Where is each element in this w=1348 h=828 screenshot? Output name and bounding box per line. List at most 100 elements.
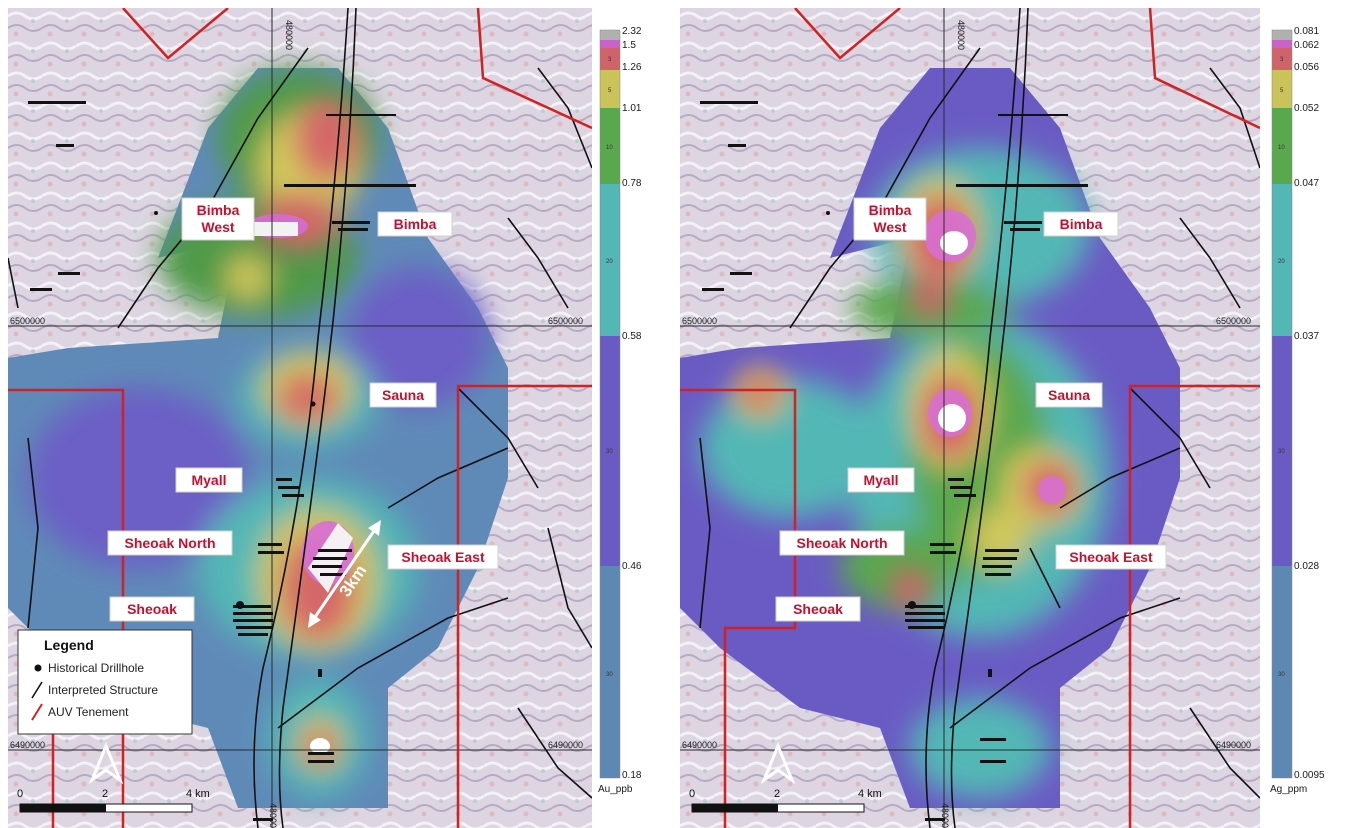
- easting-label-bottom: 480000: [268, 803, 278, 828]
- north-arrow-icon: [88, 742, 124, 785]
- ag-cb-label-4: 0.047: [1294, 178, 1319, 189]
- easting-label-bottom: 480000: [940, 803, 950, 828]
- prospect-bimba: Bimba: [377, 211, 453, 237]
- tenement-symbol: [31, 703, 43, 721]
- svg-text:Sheoak East: Sheoak East: [401, 549, 485, 565]
- northing-lower-label-right: 6490000: [548, 740, 583, 750]
- scale-tick-4: 4 km: [858, 788, 882, 800]
- northing-upper-label-right: 6500000: [548, 316, 583, 326]
- ag-colorbar: 0.081 0.062 0.056 0.052 0.047 0.037 0.02…: [1270, 26, 1325, 795]
- au-cb-pct-2: 10: [606, 145, 613, 151]
- drillhole-symbol: [34, 664, 42, 672]
- prospect-bimba: Bimba: [1043, 211, 1119, 237]
- scale-tick-2: 2: [774, 788, 780, 800]
- scale-tick-4: 4 km: [186, 788, 210, 800]
- ag-cb-pct-1: 5: [1280, 88, 1284, 94]
- au-cb-label-3: 1.01: [622, 103, 642, 114]
- historical-drillholes: [28, 101, 416, 821]
- ag-cb-label-0: 0.081: [1294, 26, 1319, 37]
- au-cb-label-4: 0.78: [622, 178, 642, 189]
- prospect-sheoak: Sheoak: [109, 596, 195, 622]
- ag-cb-label-2: 0.056: [1294, 62, 1319, 73]
- svg-text:Bimba: Bimba: [1060, 216, 1103, 232]
- ag-cb-pct-0: 3: [1280, 57, 1284, 63]
- au-cb-label-2: 1.26: [622, 62, 642, 73]
- svg-text:Myall: Myall: [863, 472, 898, 488]
- easting-label-top: 480000: [956, 20, 966, 50]
- structure-symbol: [31, 681, 43, 699]
- au-cb-label-0: 2.32: [622, 26, 642, 37]
- prospect-sheoak: Sheoak: [775, 596, 861, 622]
- au-cb-pct-0: 3: [608, 57, 612, 63]
- ag-cb-pct-3: 20: [1278, 259, 1285, 265]
- scale-tick-0: 0: [689, 788, 695, 800]
- au-cb-pct-5: 30: [606, 672, 613, 678]
- auv-tenement-boundaries: [680, 8, 1260, 828]
- northing-upper-label-right: 6500000: [1216, 316, 1251, 326]
- prospect-labels: Bimba West Bimba Sauna Myall Sheoak North: [107, 197, 499, 622]
- ag-map: 480000 480000 6500000 6500000 6490000 64…: [680, 8, 1325, 828]
- prospect-sheoak-east: Sheoak East: [1055, 544, 1167, 570]
- au-cb-pct-1: 5: [608, 88, 612, 94]
- ag-cb-label-5: 0.037: [1294, 331, 1319, 342]
- easting-label-top: 480000: [284, 20, 294, 50]
- au-cb-label-5: 0.58: [622, 331, 642, 342]
- ag-cb-label-1: 0.062: [1294, 40, 1319, 51]
- prospect-sauna: Sauna: [1035, 382, 1103, 408]
- svg-text:Sheoak: Sheoak: [127, 601, 177, 617]
- legend-title: Legend: [44, 637, 94, 653]
- northing-upper-label-left: 6500000: [10, 316, 45, 326]
- ag-cb-pct-2: 10: [1278, 145, 1285, 151]
- scale-bar: 0 2 4 km: [17, 788, 210, 813]
- northing-lower-label-left: 6490000: [10, 740, 45, 750]
- ag-cb-label-7: 0.0095: [1294, 770, 1325, 781]
- northing-upper-label-left: 6500000: [682, 316, 717, 326]
- prospect-sauna: Sauna: [369, 382, 437, 408]
- historical-drillholes: [700, 101, 1088, 821]
- ag-cb-pct-4: 30: [1278, 449, 1285, 455]
- prospect-sheoak-north: Sheoak North: [779, 530, 905, 556]
- ag-cb-label-6: 0.028: [1294, 561, 1319, 572]
- svg-text:Sauna: Sauna: [1048, 387, 1090, 403]
- prospect-myall: Myall: [847, 467, 915, 493]
- prospect-labels: Bimba West Bimba Sauna Myall Sheoak North: [775, 197, 1167, 622]
- au-cb-pct-3: 20: [606, 259, 613, 265]
- au-cb-unit: Au_ppb: [598, 784, 633, 795]
- prospect-bimba-west: Bimba West: [853, 197, 927, 241]
- svg-text:Sheoak North: Sheoak North: [796, 535, 887, 551]
- au-map: 3km 480000 480000 6500000 6500000 649000…: [8, 8, 642, 828]
- au-colorbar: 2.32 1.5 1.26 1.01 0.78 0.58 0.46 0.18 3…: [598, 26, 642, 795]
- ag-map-panel: 480000 480000 6500000 6500000 6490000 64…: [680, 8, 1348, 828]
- ag-cb-label-3: 0.052: [1294, 103, 1319, 114]
- svg-text:Sheoak: Sheoak: [793, 601, 843, 617]
- svg-text:Sheoak East: Sheoak East: [1069, 549, 1153, 565]
- ag-cb-unit: Ag_ppm: [1270, 784, 1307, 795]
- svg-text:Bimba: Bimba: [394, 216, 437, 232]
- prospect-sheoak-east: Sheoak East: [387, 544, 499, 570]
- au-cb-label-7: 0.18: [622, 770, 642, 781]
- north-arrow-icon: [760, 742, 796, 785]
- au-cb-label-6: 0.46: [622, 561, 642, 572]
- legend-item-structure: Interpreted Structure: [48, 683, 158, 697]
- prospect-myall: Myall: [175, 467, 243, 493]
- au-map-panel: 3km 480000 480000 6500000 6500000 649000…: [8, 8, 668, 828]
- scale-tick-0: 0: [17, 788, 23, 800]
- svg-text:Sheoak North: Sheoak North: [124, 535, 215, 551]
- au-cb-pct-4: 30: [606, 449, 613, 455]
- svg-text:Myall: Myall: [191, 472, 226, 488]
- au-cb-label-1: 1.5: [622, 40, 636, 51]
- northing-lower-label-right: 6490000: [1216, 740, 1251, 750]
- scale-bar: 0 2 4 km: [689, 788, 882, 813]
- northing-lower-label-left: 6490000: [682, 740, 717, 750]
- legend-item-tenement: AUV Tenement: [48, 705, 129, 719]
- prospect-bimba-west: Bimba West: [181, 197, 255, 241]
- legend-item-drillhole: Historical Drillhole: [48, 661, 144, 675]
- svg-text:Sauna: Sauna: [382, 387, 424, 403]
- prospect-sheoak-north: Sheoak North: [107, 530, 233, 556]
- scale-tick-2: 2: [102, 788, 108, 800]
- ag-cb-pct-5: 30: [1278, 672, 1285, 678]
- ag-anomaly-surface: [680, 68, 1180, 808]
- map-legend: Legend Historical Drillhole Interpreted …: [17, 629, 193, 735]
